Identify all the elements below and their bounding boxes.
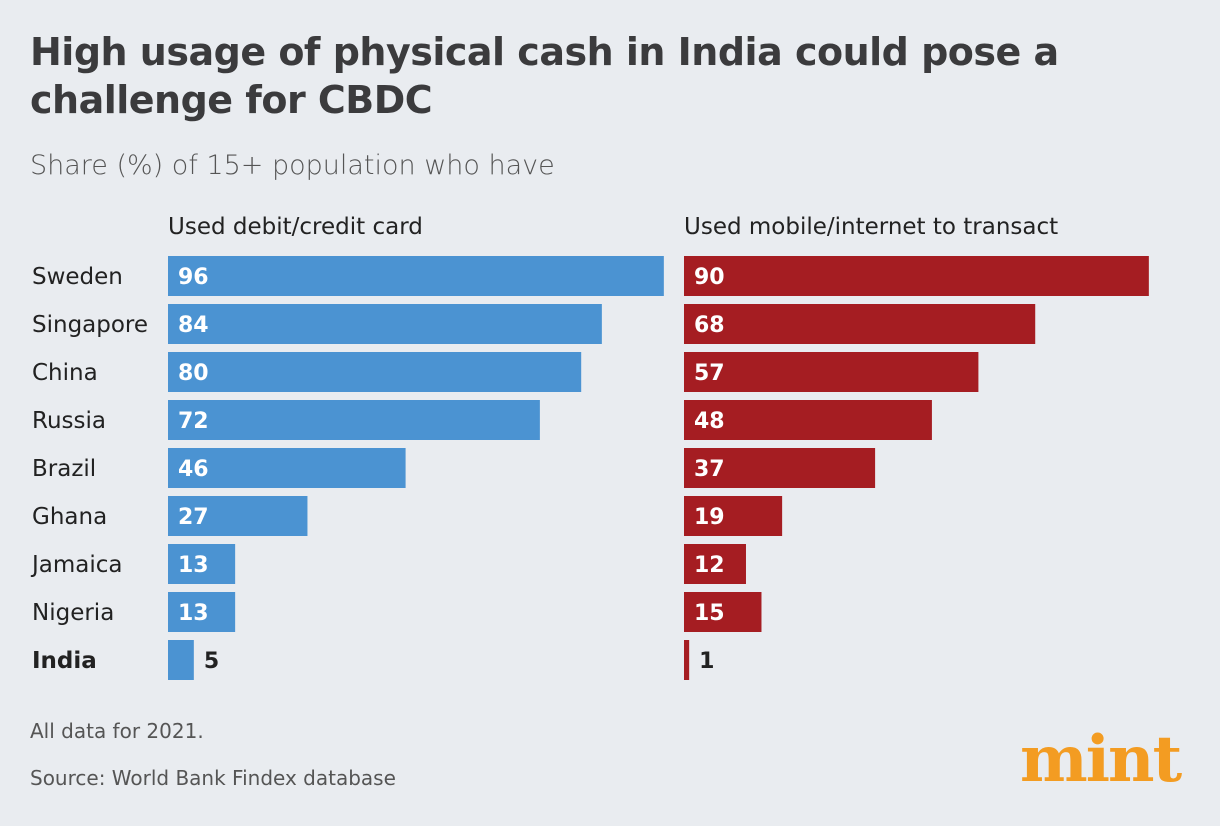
bar-mobile <box>684 448 876 488</box>
bar-mobile <box>684 400 932 440</box>
data-label: 48 <box>694 409 725 434</box>
data-label: 46 <box>178 457 209 482</box>
category-label: Brazil <box>32 456 96 482</box>
bar-mobile <box>684 544 746 584</box>
bar-mobile <box>684 352 979 392</box>
data-label: 84 <box>178 313 209 338</box>
bar-card <box>168 448 406 488</box>
data-label: 5 <box>204 649 219 674</box>
category-label: India <box>32 648 97 674</box>
data-label: 27 <box>178 505 209 530</box>
bar-mobile <box>684 256 1149 296</box>
bar-card <box>168 256 664 296</box>
mint-logo: mint <box>1020 722 1182 797</box>
data-label: 13 <box>178 553 209 578</box>
data-label: 57 <box>694 361 725 386</box>
bar-card <box>168 400 540 440</box>
chart-title: High usage of physical cash in India cou… <box>30 30 1059 122</box>
bar-card <box>168 496 308 536</box>
data-label: 68 <box>694 313 725 338</box>
category-label: Jamaica <box>30 552 123 578</box>
data-label: 37 <box>694 457 725 482</box>
chart-subtitle: Share (%) of 15+ population who have <box>30 150 555 181</box>
data-label: 15 <box>694 601 725 626</box>
bar-card <box>168 640 194 680</box>
category-label: Singapore <box>32 312 148 338</box>
data-label: 80 <box>178 361 209 386</box>
category-label: China <box>32 360 98 386</box>
data-label: 1 <box>699 649 714 674</box>
bar-card <box>168 544 236 584</box>
bar-mobile <box>684 640 690 680</box>
data-label: 12 <box>694 553 725 578</box>
bar-mobile <box>684 304 1036 344</box>
bar-mobile <box>684 592 762 632</box>
category-label: Russia <box>32 408 106 434</box>
bar-card <box>168 304 602 344</box>
category-label: Nigeria <box>32 600 114 626</box>
footnote: All data for 2021. <box>30 719 204 743</box>
data-label: 19 <box>694 505 725 530</box>
bar-card <box>168 592 236 632</box>
data-label: 96 <box>178 265 209 290</box>
category-label: Sweden <box>32 264 123 290</box>
source-note: Source: World Bank Findex database <box>30 766 396 790</box>
category-label: Ghana <box>32 504 107 530</box>
bar-card <box>168 352 582 392</box>
data-label: 13 <box>178 601 209 626</box>
series-header-1: Used mobile/internet to transact <box>684 214 1058 240</box>
data-label: 90 <box>694 265 725 290</box>
data-label: 72 <box>178 409 209 434</box>
bar-mobile <box>684 496 783 536</box>
series-header-0: Used debit/credit card <box>168 214 423 240</box>
